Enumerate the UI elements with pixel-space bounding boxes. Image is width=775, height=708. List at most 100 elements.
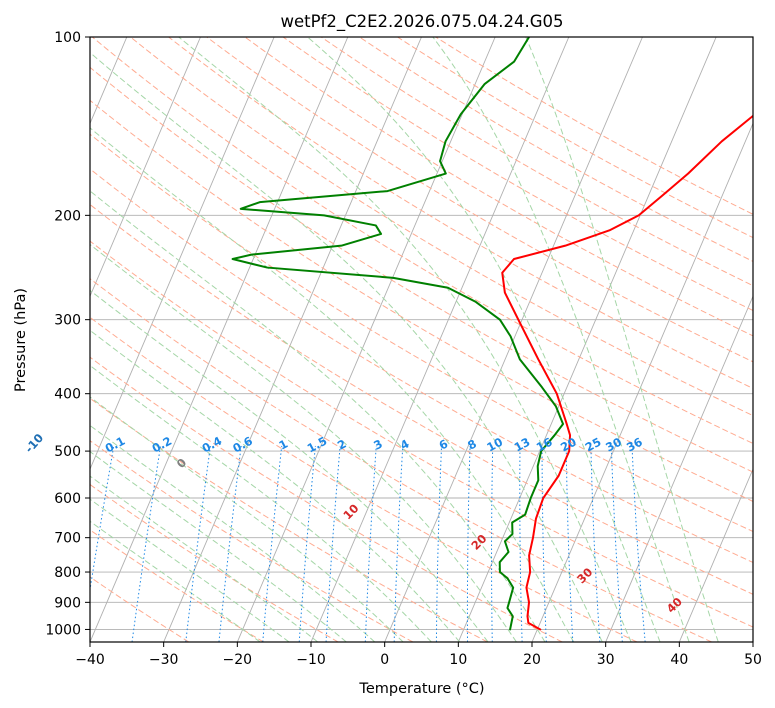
- x-tick-label: −10: [296, 652, 326, 668]
- moist-adiabat-line: [90, 289, 489, 642]
- moist-adiabat-line: [178, 37, 632, 642]
- y-tick-label: 1000: [45, 622, 81, 638]
- background-lines: [90, 37, 753, 642]
- dewpoint-line: [231, 37, 565, 631]
- dry-adiabat-line: [90, 203, 753, 595]
- moist-adiabat-line: [90, 396, 404, 642]
- x-tick-label: 40: [670, 652, 688, 668]
- dry-adiabat-line: [282, 37, 753, 312]
- mixing-ratio-line: [631, 445, 646, 642]
- mixing-ratio-label: 4: [398, 437, 412, 453]
- moist-adiabat-label: 0: [174, 455, 190, 471]
- mixing-ratio-line: [364, 445, 377, 642]
- moist-adiabat-line: [525, 37, 719, 642]
- y-tick-label: 300: [54, 313, 81, 329]
- y-tick-label: 400: [54, 387, 81, 403]
- mixing-ratio-line: [393, 445, 404, 642]
- isotherm-line: [90, 37, 349, 642]
- moist-adiabat-line: [90, 451, 347, 642]
- y-tick-label: 100: [54, 30, 81, 46]
- isotherm-line: [752, 640, 753, 642]
- dry-adiabat-line: [90, 168, 753, 563]
- chart-title: wetPf2_C2E2.2026.075.04.24.G05: [280, 12, 563, 32]
- isotherm-line: [457, 37, 717, 642]
- dry-adiabat-line: [90, 483, 339, 642]
- y-tick-label: 200: [54, 208, 81, 224]
- plot-frame: [89, 36, 754, 643]
- mixing-ratio-label: 16: [534, 435, 555, 455]
- moist-adiabat-line: [90, 424, 376, 642]
- y-tick-label: 700: [54, 531, 81, 547]
- y-axis: 1000 900 800 700 600 500 400 300 200 100: [45, 30, 90, 638]
- moist-adiabat-label: 20: [468, 531, 489, 552]
- moist-adiabat-line: [90, 51, 603, 642]
- mixing-ratio-line: [519, 445, 523, 642]
- mixing-ratio-line: [435, 445, 443, 642]
- isotherm-line: [384, 37, 643, 642]
- dry-adiabat-line: [90, 440, 414, 642]
- temperature-line: [501, 114, 753, 631]
- mixing-ratio-label: 1.5: [305, 434, 330, 456]
- mixing-ratio-label: 8: [465, 437, 479, 453]
- dry-adiabat-label: -10: [22, 431, 46, 456]
- mixing-ratio-line: [90, 445, 115, 593]
- y-tick-label: 500: [54, 444, 81, 460]
- mixing-ratio-label: 0.4: [200, 434, 225, 456]
- dry-adiabat-line: [90, 240, 753, 628]
- dry-adiabat-line: [244, 37, 753, 337]
- mixing-ratio-label: 20: [558, 435, 579, 455]
- isotherm-line: [90, 37, 201, 298]
- mixing-ratio-line: [610, 445, 623, 642]
- y-tick-label: 600: [54, 491, 81, 507]
- isotherm-line: [163, 37, 422, 642]
- mixing-ratio-line: [218, 445, 242, 642]
- moist-adiabat-line: [90, 329, 461, 642]
- dry-adiabat-line: [90, 316, 638, 642]
- mixing-ratio-line: [185, 445, 211, 642]
- dry-adiabat-line: [435, 37, 753, 215]
- mixing-ratio-lines: [90, 445, 646, 642]
- line-annotations: 0.10.20.40.611.52346810131620253036-100-…: [22, 431, 685, 616]
- mixing-ratio-label: 1: [276, 437, 290, 453]
- dry-adiabat-line: [90, 576, 190, 642]
- x-tick-label: −20: [223, 652, 253, 668]
- moist-adiabat-line: [90, 364, 432, 642]
- mixing-ratio-label: 10: [484, 435, 505, 455]
- dry-adiabat-line: [130, 37, 753, 417]
- isotherm-line: [605, 295, 753, 642]
- moist-adiabat-line: [90, 190, 546, 642]
- x-tick-label: −40: [75, 652, 105, 668]
- y-tick-label: 800: [54, 565, 81, 581]
- moist-adiabat-line: [90, 520, 261, 642]
- moist-adiabat-label: 10: [340, 501, 361, 522]
- isotherm-line: [90, 37, 275, 471]
- isotherm-line: [236, 37, 496, 642]
- dry-adiabat-line: [90, 356, 563, 642]
- mixing-ratio-label: 25: [583, 435, 604, 455]
- mixing-ratio-line: [298, 445, 316, 642]
- mixing-ratio-line: [565, 445, 574, 642]
- isotherm-line: [678, 467, 753, 642]
- moist-adiabat-line: [307, 37, 661, 642]
- isotherm-line: [531, 122, 753, 642]
- moist-adiabat-line: [90, 475, 319, 642]
- moist-adiabat-line: [432, 37, 690, 642]
- x-tick-label: 30: [597, 652, 615, 668]
- mixing-ratio-line: [262, 445, 283, 642]
- dry-adiabat-line: [90, 133, 753, 533]
- profile-lines: [231, 37, 753, 631]
- x-tick-label: −30: [149, 652, 179, 668]
- mixing-ratio-label: 6: [437, 437, 451, 453]
- mixing-ratio-label: 36: [624, 435, 645, 455]
- mixing-ratio-line: [491, 445, 494, 642]
- dry-adiabat-line: [91, 37, 753, 445]
- mixing-ratio-label: 13: [512, 435, 533, 455]
- y-tick-label: 900: [54, 595, 81, 611]
- moist-adiabat-label: 30: [574, 565, 595, 586]
- mixing-ratio-line: [325, 445, 341, 642]
- mixing-ratio-label: 30: [603, 435, 624, 455]
- x-tick-label: 10: [449, 652, 467, 668]
- x-tick-label: 50: [744, 652, 762, 668]
- moist-adiabat-label: 40: [664, 595, 685, 616]
